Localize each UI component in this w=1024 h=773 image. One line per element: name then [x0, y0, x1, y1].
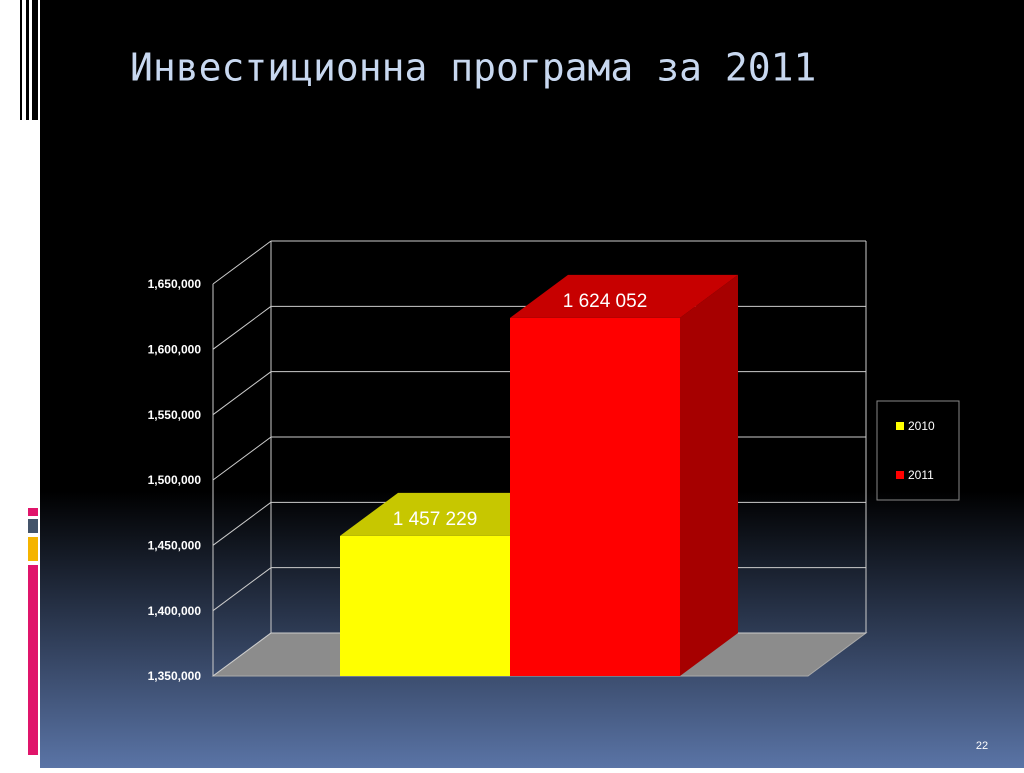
value-label: 1 457 229 — [393, 509, 478, 530]
grid-line-side — [212, 501, 272, 546]
legend-label: 2011 — [908, 468, 934, 482]
bar — [510, 317, 680, 676]
bar-top — [510, 274, 738, 318]
grid-line-side — [212, 371, 272, 416]
side-decoration — [0, 0, 40, 768]
value-label: 1 624 052 — [563, 291, 648, 312]
legend-label: 2010 — [908, 419, 935, 433]
slide-title: Инвестиционна програма за 2011 — [130, 46, 816, 90]
grid-line-side — [212, 567, 272, 612]
bar-side — [680, 274, 738, 676]
legend-swatch — [896, 471, 904, 479]
y-tick-label: 1,450,000 — [148, 539, 202, 553]
y-tick-label: 1,650,000 — [148, 277, 202, 291]
legend-box — [876, 400, 960, 501]
y-tick-label: 1,600,000 — [148, 343, 202, 357]
page-number: 22 — [976, 740, 988, 752]
y-tick-label: 1,400,000 — [148, 604, 202, 618]
y-tick-label: 1,550,000 — [148, 408, 202, 422]
grid-line-side — [212, 632, 272, 677]
bar — [340, 535, 510, 676]
grid-line-side — [212, 240, 272, 285]
grid-line-side — [212, 436, 272, 481]
legend-swatch — [896, 422, 904, 430]
y-tick-label: 1,350,000 — [148, 669, 202, 683]
y-tick-label: 1,500,000 — [148, 473, 202, 487]
grid-line-side — [212, 305, 272, 350]
